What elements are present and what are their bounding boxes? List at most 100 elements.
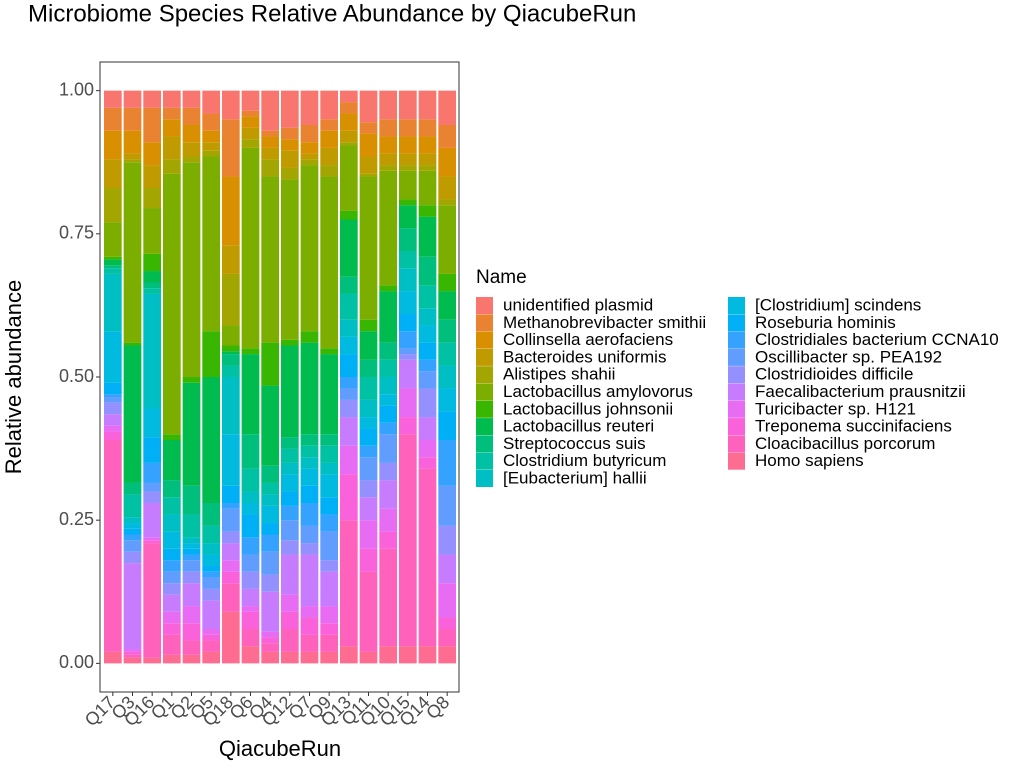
legend-label: Clostridioides difficile xyxy=(755,365,913,384)
bar-segment xyxy=(261,176,280,343)
bar-segment xyxy=(300,617,319,635)
bar-segment xyxy=(320,623,339,635)
bar-segment xyxy=(398,348,417,355)
bar-segment xyxy=(103,394,122,398)
legend-label: Methanobrevibacter smithii xyxy=(503,313,706,332)
bar-segment xyxy=(339,293,358,320)
bar-segment xyxy=(143,503,162,538)
bar-segment xyxy=(202,377,221,503)
bar-segment xyxy=(280,448,299,463)
bar-segment xyxy=(123,534,142,541)
bar-segment xyxy=(359,428,378,446)
bar-segment xyxy=(339,113,358,131)
bar-segment xyxy=(143,482,162,492)
bar-segment xyxy=(398,331,417,349)
legend-key xyxy=(476,452,493,470)
bar-segment xyxy=(418,646,437,664)
bar-segment xyxy=(241,139,260,148)
bar-segment xyxy=(438,147,457,177)
bar-segment xyxy=(123,90,142,108)
bar-segment xyxy=(398,646,417,664)
bar-segment xyxy=(103,107,122,131)
bar-segment xyxy=(438,646,457,664)
bar-segment xyxy=(359,90,378,123)
bar-segment xyxy=(320,497,339,515)
bar-segment xyxy=(202,130,221,143)
bar-segment xyxy=(300,165,319,332)
bar-segment xyxy=(280,339,299,346)
bar-segment xyxy=(320,434,339,446)
legend-label: Turicibacter sp. H121 xyxy=(755,399,916,418)
bar-segment xyxy=(143,540,162,544)
bar-segment xyxy=(320,571,339,607)
bar-segment xyxy=(398,388,417,418)
bar-segment xyxy=(379,90,398,120)
bar-segment xyxy=(123,153,142,160)
bar-segment xyxy=(241,611,260,629)
bar-segment xyxy=(320,354,339,435)
bar-segment xyxy=(418,440,437,458)
bar-segment xyxy=(162,571,181,584)
bar-segment xyxy=(123,345,142,483)
bar-segment xyxy=(182,606,201,624)
bar-segment xyxy=(398,314,417,332)
bar-segment xyxy=(359,497,378,521)
bar-segment xyxy=(261,523,280,535)
bar-segment xyxy=(123,159,142,163)
bar-segment xyxy=(320,445,339,463)
bar-segment xyxy=(320,130,339,148)
bar-segment xyxy=(418,285,437,309)
bar-segment xyxy=(438,342,457,366)
bar-segment xyxy=(202,577,221,589)
bar-segment xyxy=(241,629,260,647)
bar-segment xyxy=(320,176,339,349)
bar-segment xyxy=(320,147,339,166)
bar-segment xyxy=(438,291,457,320)
bar-segment xyxy=(379,291,398,343)
legend-key xyxy=(476,470,493,487)
bar-segment xyxy=(300,331,319,343)
legend-label: Bacteroides uniformis xyxy=(503,347,666,366)
bar-segment xyxy=(182,583,201,607)
bar-segment xyxy=(438,411,457,440)
bar-segment xyxy=(162,159,181,174)
bar-segment xyxy=(123,654,142,658)
bar-segment xyxy=(202,554,221,566)
bar-segment xyxy=(202,629,221,635)
bar-segment xyxy=(103,265,122,269)
bar-segment xyxy=(438,440,457,486)
bar-segment xyxy=(398,199,417,206)
bar-segment xyxy=(398,359,417,389)
bar-segment xyxy=(379,153,398,166)
bar-segment xyxy=(359,156,378,174)
legend-key xyxy=(476,418,493,436)
legend-key xyxy=(728,452,745,470)
bar-segment xyxy=(300,554,319,607)
bar-segment xyxy=(418,388,437,418)
legend-key xyxy=(476,400,493,418)
bar-segment xyxy=(359,571,378,652)
bar-segment xyxy=(320,514,339,532)
bar-segment xyxy=(339,417,358,446)
bar-segment xyxy=(280,491,299,506)
bar-segment xyxy=(202,156,221,332)
legend-label: Lactobacillus reuteri xyxy=(503,417,654,436)
bar-segment xyxy=(300,634,319,652)
bar-segment xyxy=(143,462,162,483)
bar-segment xyxy=(182,571,201,584)
bar-segment xyxy=(103,259,122,266)
bar-segment xyxy=(379,285,398,292)
bar-segment xyxy=(241,116,260,128)
bar-segment xyxy=(202,571,221,578)
bar-segment xyxy=(103,402,122,415)
legend-key xyxy=(728,383,745,401)
bar-segment xyxy=(123,649,142,652)
bar-segment xyxy=(339,102,358,114)
bar-segment xyxy=(221,583,240,612)
chart-title: Microbiome Species Relative Abundance by… xyxy=(28,0,636,27)
bar-segment xyxy=(339,319,358,337)
bar-segment xyxy=(320,634,339,652)
bar-segment xyxy=(359,548,378,572)
bar-segment xyxy=(241,468,260,492)
bar-segment xyxy=(339,388,358,400)
